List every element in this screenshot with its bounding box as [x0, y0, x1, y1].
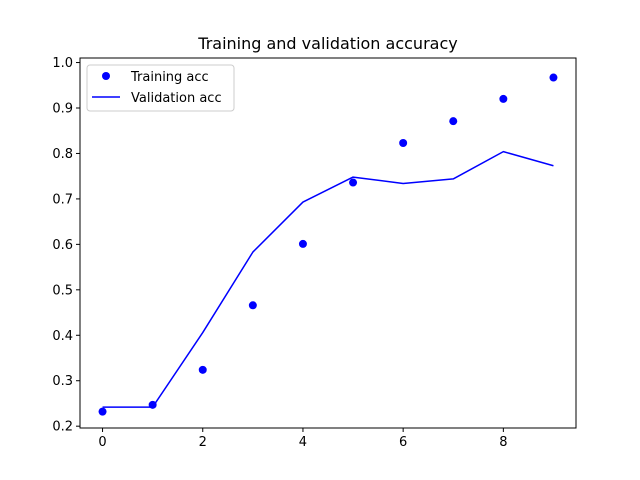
y-tick-label: 0.9	[52, 102, 73, 117]
legend: Training acc Validation acc	[86, 64, 235, 112]
axes-frame	[79, 57, 577, 429]
plot-background	[80, 58, 576, 428]
training-acc-point	[399, 139, 408, 147]
training-acc-point	[148, 400, 157, 409]
y-tick-label: 0.4	[52, 329, 73, 344]
y-axis: 0.2 0.3 0.4 0.5 0.6 0.7 0.8 0.9 1.0	[52, 56, 80, 435]
y-tick-label: 0.6	[52, 238, 73, 253]
x-tick-label: 2	[199, 435, 207, 450]
validation-acc-line	[102, 150, 554, 408]
training-acc-point	[198, 365, 207, 374]
legend-box	[86, 64, 235, 112]
y-tick-label: 0.2	[52, 420, 73, 435]
legend-label-training: Training acc	[130, 70, 209, 85]
training-acc-point	[298, 239, 307, 248]
y-tick-label: 1.0	[52, 56, 73, 71]
plot-area	[79, 57, 577, 429]
x-axis: 0 2 4 6 8	[98, 428, 507, 450]
y-tick-label: 0.8	[52, 147, 73, 162]
y-tick-label: 0.3	[52, 374, 73, 389]
training-acc-point	[248, 301, 257, 310]
y-tick-label: 0.7	[52, 192, 73, 207]
x-tick-label: 0	[98, 435, 106, 450]
x-tick-label: 4	[299, 435, 307, 450]
training-acc-point	[499, 94, 508, 103]
x-tick-label: 8	[499, 435, 507, 450]
legend-marker-training	[102, 72, 110, 80]
training-acc-point	[98, 407, 107, 416]
series-layer	[98, 73, 558, 416]
y-tick-label: 0.5	[52, 283, 73, 298]
chart-title: Training and validation accuracy	[197, 34, 457, 53]
training-acc-point	[449, 117, 458, 126]
x-tick-label: 6	[399, 435, 407, 450]
legend-label-validation: Validation acc	[131, 91, 222, 106]
training-acc-point	[349, 178, 358, 187]
training-acc-point	[549, 73, 558, 82]
